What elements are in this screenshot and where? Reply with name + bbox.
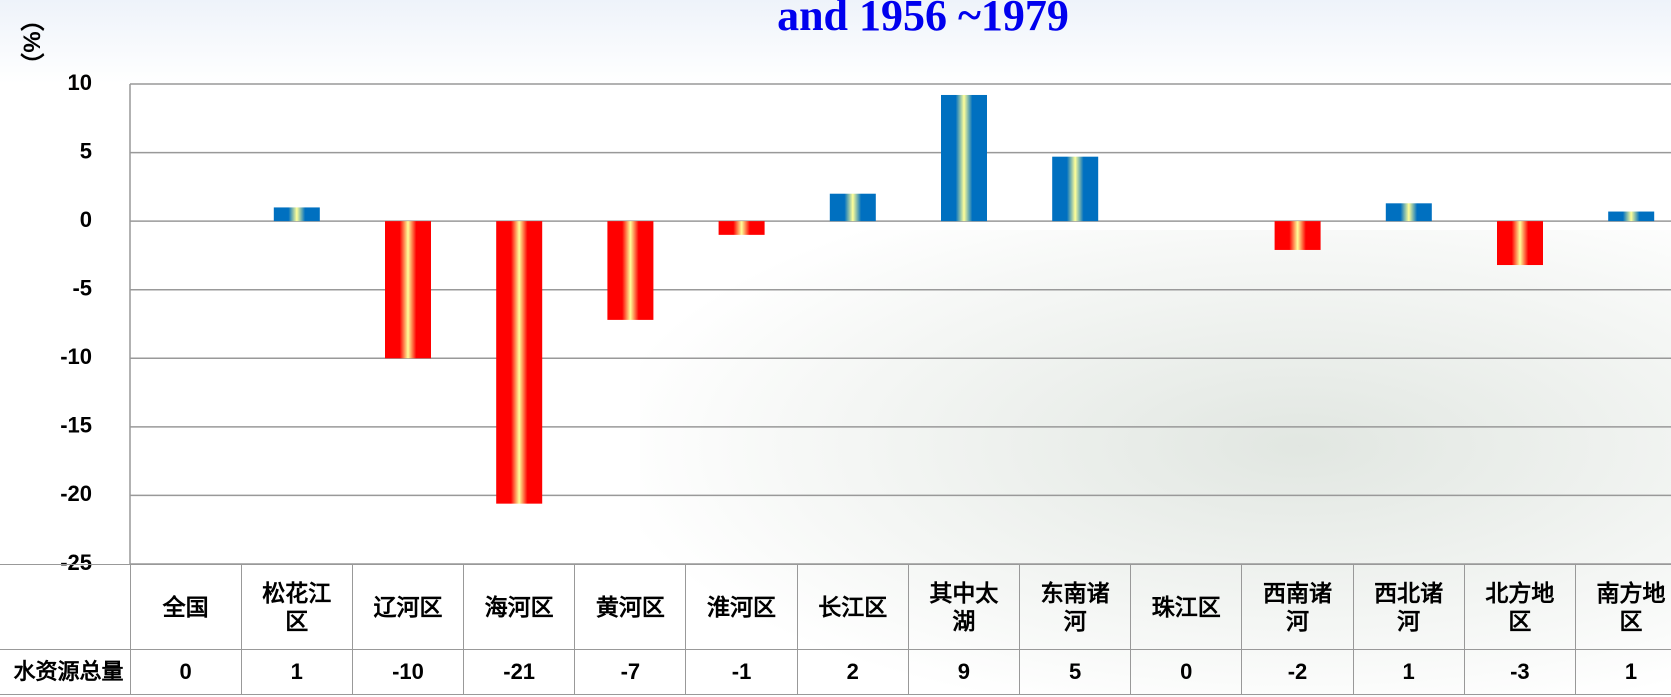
bar <box>718 221 765 235</box>
category-cell: 东南诸河 <box>1018 564 1132 650</box>
value-cell: -7 <box>574 649 687 695</box>
bar <box>1052 156 1099 222</box>
category-cell: 淮河区 <box>685 564 798 650</box>
y-tick-label: -20 <box>60 481 92 506</box>
value-cell: 1 <box>1352 649 1465 695</box>
y-tick-label: -15 <box>60 413 92 438</box>
y-tick-label: 0 <box>80 207 92 232</box>
value-cell: 2 <box>796 649 909 695</box>
bar <box>1385 203 1432 222</box>
value-row: 水资源总量 0 1 -10 -21 -7 -1 2 9 5 0 -2 1 -3 1 <box>0 649 1671 695</box>
corner-cell <box>0 564 131 650</box>
value-cell: -2 <box>1241 649 1354 695</box>
category-cell: 北方地区 <box>1463 564 1576 650</box>
value-cell: 1 <box>1574 649 1671 695</box>
y-tick-label: -10 <box>60 344 92 369</box>
bar <box>1274 221 1321 250</box>
row-label: 水资源总量 <box>0 649 131 695</box>
category-cell: 西北诸河 <box>1352 564 1465 650</box>
value-cell: 9 <box>907 649 1021 695</box>
category-cell: 辽河区 <box>351 564 465 650</box>
bar <box>385 221 431 359</box>
bar <box>1608 211 1655 222</box>
category-cell: 黄河区 <box>574 564 687 650</box>
category-cell: 全国 <box>129 564 242 650</box>
value-cell: -3 <box>1463 649 1576 695</box>
header-row: 全国 松花江区 辽河区 海河区 黄河区 淮河区 长江区 其中太湖 东南诸河 珠江区 西南诸河 西北诸河… <box>0 564 1671 650</box>
value-cell: -21 <box>463 649 576 695</box>
y-tick-label: 10 <box>68 70 92 95</box>
data-table: 全国 松花江区 辽河区 海河区 黄河区 淮河区 长江区 其中太湖 东南诸河 珠江区 西南诸河 西北诸河… <box>0 564 1671 695</box>
value-cell: -10 <box>351 649 465 695</box>
category-cell: 海河区 <box>463 564 576 650</box>
value-cell: 0 <box>1130 649 1243 695</box>
bar <box>829 193 876 222</box>
bar <box>273 207 320 222</box>
y-tick-label: 5 <box>80 138 92 163</box>
category-cell: 南方地区 <box>1574 564 1671 650</box>
category-cell: 长江区 <box>796 564 909 650</box>
chart-title: and 1956 ~1979 <box>777 0 1069 40</box>
bar <box>496 221 543 504</box>
y-tick-label: -5 <box>72 276 92 301</box>
bar <box>941 94 987 222</box>
y-axis-label: （%） <box>18 7 45 76</box>
value-cell: 0 <box>129 649 242 695</box>
value-cell: 5 <box>1018 649 1132 695</box>
category-cell: 西南诸河 <box>1241 564 1354 650</box>
category-cell: 松花江区 <box>240 564 353 650</box>
value-cell: -1 <box>685 649 798 695</box>
category-cell: 珠江区 <box>1130 564 1243 650</box>
bar <box>607 221 654 320</box>
category-cell: 其中太湖 <box>907 564 1021 650</box>
bar <box>1497 221 1543 266</box>
value-cell: 1 <box>240 649 353 695</box>
